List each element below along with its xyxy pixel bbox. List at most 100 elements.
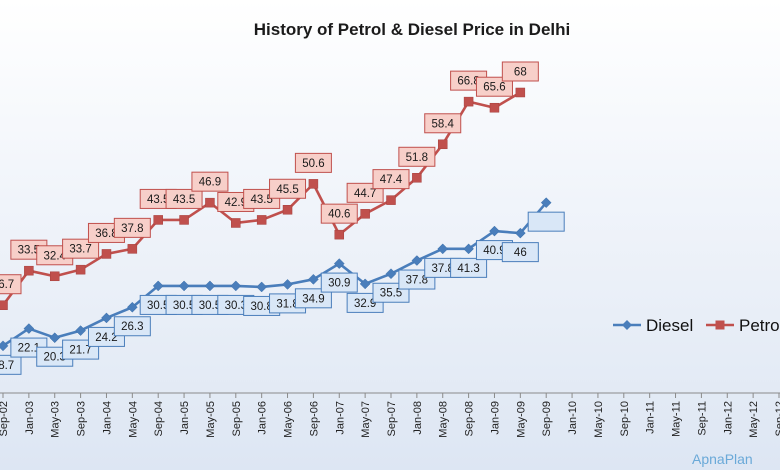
diesel-data-label: 30.5 — [147, 300, 169, 312]
x-tick-label: Jan-06 — [257, 401, 269, 435]
petrol-label-box — [113, 217, 151, 238]
petrol-data-label: 66.8 — [457, 76, 479, 88]
diesel-point — [282, 279, 293, 290]
petrol-point — [179, 215, 189, 225]
diesel-legend-marker — [622, 320, 632, 330]
diesel-data-label: 41.3 — [457, 263, 479, 275]
petrol-label-box — [501, 61, 539, 82]
petrol-label-box — [0, 274, 22, 295]
diesel-data-label: 24.2 — [95, 332, 117, 344]
diesel-data-label: 37.8 — [432, 263, 454, 275]
petrol-label-box — [269, 178, 307, 199]
x-tick-label: Jan-03 — [24, 401, 36, 435]
petrol-label-box — [398, 146, 436, 167]
x-tick-label: Sep-08 — [464, 401, 476, 436]
petrol-point — [437, 139, 448, 150]
diesel-label-box — [320, 272, 358, 293]
petrol-point — [412, 173, 422, 183]
petrol-label-box — [475, 76, 513, 97]
x-tick-label: Sep-04 — [153, 401, 165, 436]
diesel-data-label: 20.3 — [44, 352, 66, 364]
petrol-data-label: 40.6 — [328, 209, 350, 221]
x-tick-label: Jan-11 — [645, 401, 657, 434]
chart-title: History of Petrol & Diesel Price in Delh… — [254, 20, 570, 39]
diesel-point — [514, 227, 526, 239]
petrol-data-label: 37.8 — [121, 223, 143, 235]
diesel-data-label: 32.9 — [354, 298, 376, 310]
petrol-legend-label: Petrol — [739, 316, 780, 335]
diesel-label-box — [527, 211, 565, 232]
x-tick-label: May-10 — [593, 401, 605, 438]
diesel-point — [101, 312, 112, 324]
diesel-point — [126, 301, 138, 313]
data-labels: 18.7 22.1 20.321.7 24.2 26.3 30.5 30.5 30.5 30.3… — [0, 61, 565, 375]
diesel-data-label: 46 — [514, 247, 527, 259]
petrol-data-label: 43.5 — [250, 194, 272, 206]
petrol-legend-marker — [715, 320, 725, 330]
petrol-label-box — [191, 171, 229, 192]
petrol-point — [515, 87, 526, 98]
petrol-data-label: 33.7 — [69, 244, 91, 256]
x-tick-label: May-12 — [748, 401, 760, 438]
petrol-point — [231, 218, 241, 228]
diesel-data-label: 30.9 — [328, 278, 350, 290]
diesel-point — [333, 258, 345, 269]
diesel-point — [463, 243, 474, 255]
petrol-data-label: 68 — [514, 66, 527, 78]
diesel-data-label: 26.3 — [121, 321, 143, 333]
x-tick-label: May-11 — [671, 401, 683, 437]
x-tick-label: May-05 — [205, 401, 217, 438]
x-tick-label: Sep-06 — [308, 401, 320, 436]
diesel-point — [385, 268, 397, 280]
x-tick-label: Jan-08 — [412, 401, 424, 435]
x-tick-label: Jan-10 — [567, 401, 579, 435]
petrol-point — [489, 102, 500, 113]
petrol-data-label: 45.5 — [276, 184, 298, 196]
diesel-point — [204, 280, 216, 292]
petrol-point — [334, 229, 345, 240]
diesel-point — [49, 332, 61, 344]
petrol-data-label: 51.8 — [406, 152, 428, 164]
petrol-point — [205, 197, 215, 208]
diesel-data-label: 34.9 — [302, 293, 324, 305]
diesel-point — [178, 280, 190, 292]
petrol-point — [360, 209, 370, 219]
petrol-data-label: 32.4 — [44, 250, 67, 262]
diesel-label-box — [450, 257, 488, 278]
x-tick-label: Jan-12 — [722, 401, 734, 435]
petrol-data-label: 36.8 — [95, 228, 117, 240]
diesel-data-label: 31.8 — [276, 298, 298, 310]
petrol-data-label: 44.7 — [354, 188, 376, 200]
petrol-data-label: 33.5 — [18, 245, 40, 257]
diesel-data-label: 30.5 — [173, 300, 195, 312]
diesel-data-label: 30.8 — [250, 301, 272, 313]
x-tick-label: Sep-03 — [76, 401, 88, 436]
diesel-data-label: 30.3 — [225, 300, 247, 312]
diesel-point — [23, 323, 35, 334]
watermark-text: ApnaPlan — [692, 451, 753, 467]
petrol-label-box — [62, 238, 100, 259]
diesel-point — [437, 243, 449, 255]
diesel-point — [230, 280, 242, 292]
petrol-point — [49, 271, 60, 282]
diesel-point — [540, 197, 552, 209]
x-tick-label: Sep-11 — [696, 401, 708, 436]
petrol-point — [256, 215, 267, 225]
petrol-label-box — [320, 203, 358, 224]
diesel-data-label: 35.5 — [380, 288, 402, 300]
x-tick-label: Sep-10 — [619, 401, 631, 436]
x-tick-label: May-03 — [50, 401, 62, 438]
petrol-point — [386, 195, 396, 205]
diesel-data-label: 21.7 — [69, 345, 91, 357]
x-tick-label: May-07 — [360, 401, 372, 438]
petrol-label-box — [424, 113, 462, 134]
legend: Diesel Petrol — [613, 316, 780, 335]
plot-area — [0, 87, 552, 352]
diesel-point — [411, 255, 423, 266]
x-tick-label: Sep-12 — [774, 401, 780, 436]
diesel-label-box — [0, 354, 22, 375]
petrol-point — [0, 300, 8, 310]
petrol-point — [463, 96, 474, 107]
